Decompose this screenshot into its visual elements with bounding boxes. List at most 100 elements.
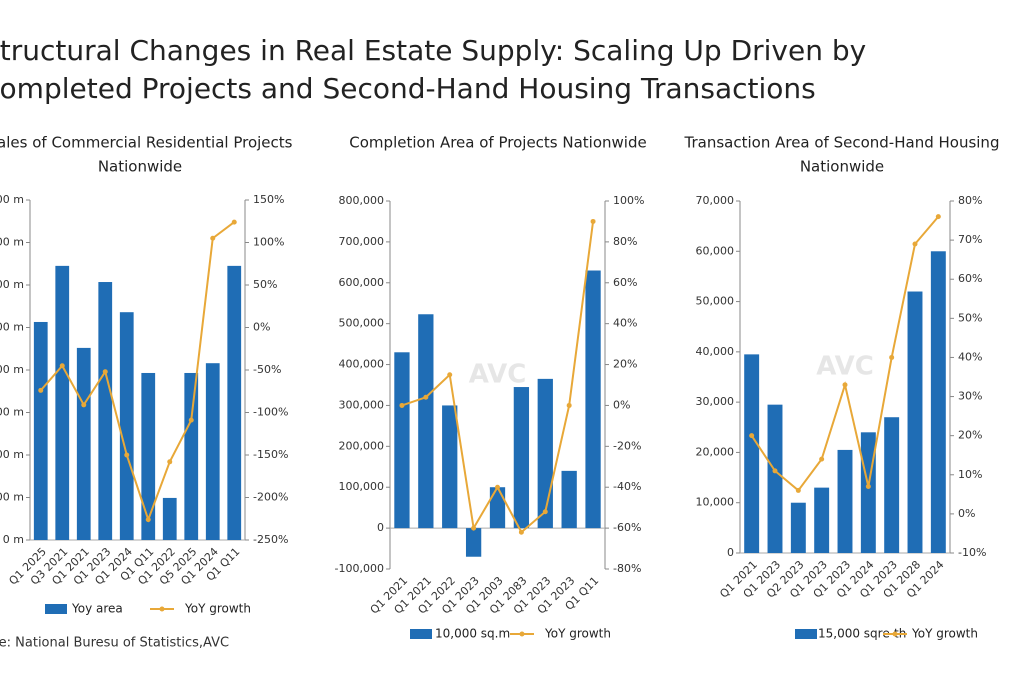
growth-point bbox=[819, 456, 825, 462]
growth-point bbox=[124, 452, 130, 458]
growth-point bbox=[749, 433, 755, 439]
watermark: AVC bbox=[816, 352, 874, 382]
y2-tick-label: -200% bbox=[253, 491, 288, 504]
legend-label: 15,000 sqre-th bbox=[818, 627, 906, 641]
bar bbox=[489, 487, 506, 529]
y-tick-label: 70,000 bbox=[696, 194, 735, 207]
y-tick-label: 300 m bbox=[0, 406, 24, 419]
growth-point bbox=[889, 354, 895, 360]
bar bbox=[744, 354, 760, 553]
bar bbox=[227, 265, 242, 540]
y2-tick-label: 80% bbox=[958, 194, 982, 207]
bar bbox=[76, 347, 91, 540]
chart-title: Sales of Commercial Residential Projects bbox=[0, 134, 293, 152]
growth-point bbox=[38, 387, 44, 393]
bar bbox=[55, 265, 70, 540]
y-tick-label: 700 m bbox=[0, 236, 24, 249]
growth-point bbox=[842, 382, 848, 388]
y-tick-label: 100,000 bbox=[339, 480, 385, 493]
bar bbox=[790, 502, 806, 553]
bar bbox=[884, 417, 900, 553]
growth-point bbox=[865, 484, 871, 490]
growth-point bbox=[471, 525, 477, 531]
y-tick-label: 800,000 bbox=[339, 194, 385, 207]
y2-tick-label: 20% bbox=[958, 429, 982, 442]
growth-point bbox=[102, 369, 108, 375]
main-title: Completed Projects and Second-Hand Housi… bbox=[0, 72, 816, 105]
y-tick-label: 0 m bbox=[3, 533, 24, 546]
y-tick-label: 0 bbox=[377, 521, 384, 534]
y2-tick-label: 30% bbox=[958, 390, 982, 403]
y2-tick-label: 40% bbox=[958, 350, 982, 363]
growth-point bbox=[447, 372, 453, 378]
y-tick-label: 400,000 bbox=[339, 358, 385, 371]
y-tick-label: 50,000 bbox=[696, 295, 735, 308]
bar bbox=[442, 405, 458, 529]
y2-tick-label: 50% bbox=[958, 311, 982, 324]
y2-tick-label: -150% bbox=[253, 448, 288, 461]
y-tick-label: 200 m bbox=[0, 448, 24, 461]
y-tick-label: 500 m bbox=[0, 321, 24, 334]
legend-label: YoY growth bbox=[544, 627, 611, 641]
y2-tick-label: 10% bbox=[958, 468, 982, 481]
bar bbox=[537, 378, 553, 529]
chart-title: Transaction Area of Second-Hand Housing bbox=[684, 134, 1000, 152]
y-tick-label: 200,000 bbox=[339, 439, 385, 452]
y2-tick-label: 80% bbox=[613, 235, 637, 248]
y2-tick-label: -100% bbox=[253, 406, 288, 419]
y-tick-label: 10,000 bbox=[696, 496, 735, 509]
y2-tick-label: 40% bbox=[613, 317, 637, 330]
y2-tick-label: -20% bbox=[613, 439, 641, 452]
main-title: Structural Changes in Real Estate Supply… bbox=[0, 34, 866, 67]
y-tick-label: 20,000 bbox=[696, 445, 735, 458]
y2-tick-label: 100% bbox=[253, 236, 284, 249]
chart-title: Nationwide bbox=[800, 158, 884, 176]
growth-point bbox=[188, 417, 194, 423]
y2-tick-label: 0% bbox=[958, 507, 975, 520]
legend-label: 10,000 sq.m bbox=[435, 627, 510, 641]
growth-point bbox=[912, 241, 918, 247]
growth-point bbox=[167, 459, 173, 465]
legend-swatch bbox=[45, 604, 67, 614]
growth-point bbox=[59, 363, 65, 369]
bar bbox=[585, 270, 601, 529]
growth-point bbox=[542, 509, 548, 515]
y-tick-label: 600 m bbox=[0, 278, 24, 291]
growth-point bbox=[81, 402, 87, 408]
y-tick-label: 400 m bbox=[0, 363, 24, 376]
growth-point bbox=[495, 484, 500, 490]
growth-line bbox=[39, 221, 235, 523]
growth-point bbox=[590, 218, 596, 224]
growth-point bbox=[145, 517, 151, 523]
y2-tick-label: 150% bbox=[253, 193, 284, 206]
growth-point bbox=[399, 402, 405, 408]
y2-tick-label: 0% bbox=[613, 398, 630, 411]
bar bbox=[162, 497, 177, 540]
bar bbox=[205, 363, 220, 540]
watermark: AVC bbox=[469, 360, 527, 390]
y2-tick-label: -80% bbox=[613, 562, 641, 575]
bar bbox=[930, 251, 946, 554]
y-tick-label: 800 m bbox=[0, 193, 24, 206]
legend-swatch bbox=[795, 629, 817, 639]
growth-point bbox=[772, 468, 778, 474]
bar bbox=[860, 432, 876, 553]
y2-tick-label: 70% bbox=[958, 233, 982, 246]
bar bbox=[837, 449, 853, 553]
y-tick-label: 30,000 bbox=[696, 395, 735, 408]
legend-label: YoY growth bbox=[184, 602, 251, 616]
y-tick-label: 60,000 bbox=[696, 244, 735, 257]
y-tick-label: 100 m bbox=[0, 491, 24, 504]
y2-tick-label: 20% bbox=[613, 358, 637, 371]
y2-tick-label: -250% bbox=[253, 533, 288, 546]
source: Source: National Buresu of Statistics,AV… bbox=[0, 636, 229, 651]
bar bbox=[513, 387, 530, 529]
bar bbox=[767, 404, 783, 553]
bar bbox=[33, 321, 48, 540]
y2-tick-label: -40% bbox=[613, 480, 641, 493]
bar bbox=[418, 314, 434, 529]
legend-label: Yoy area bbox=[71, 602, 123, 616]
y-tick-label: 500,000 bbox=[339, 317, 385, 330]
y-tick-label: 600,000 bbox=[339, 276, 385, 289]
